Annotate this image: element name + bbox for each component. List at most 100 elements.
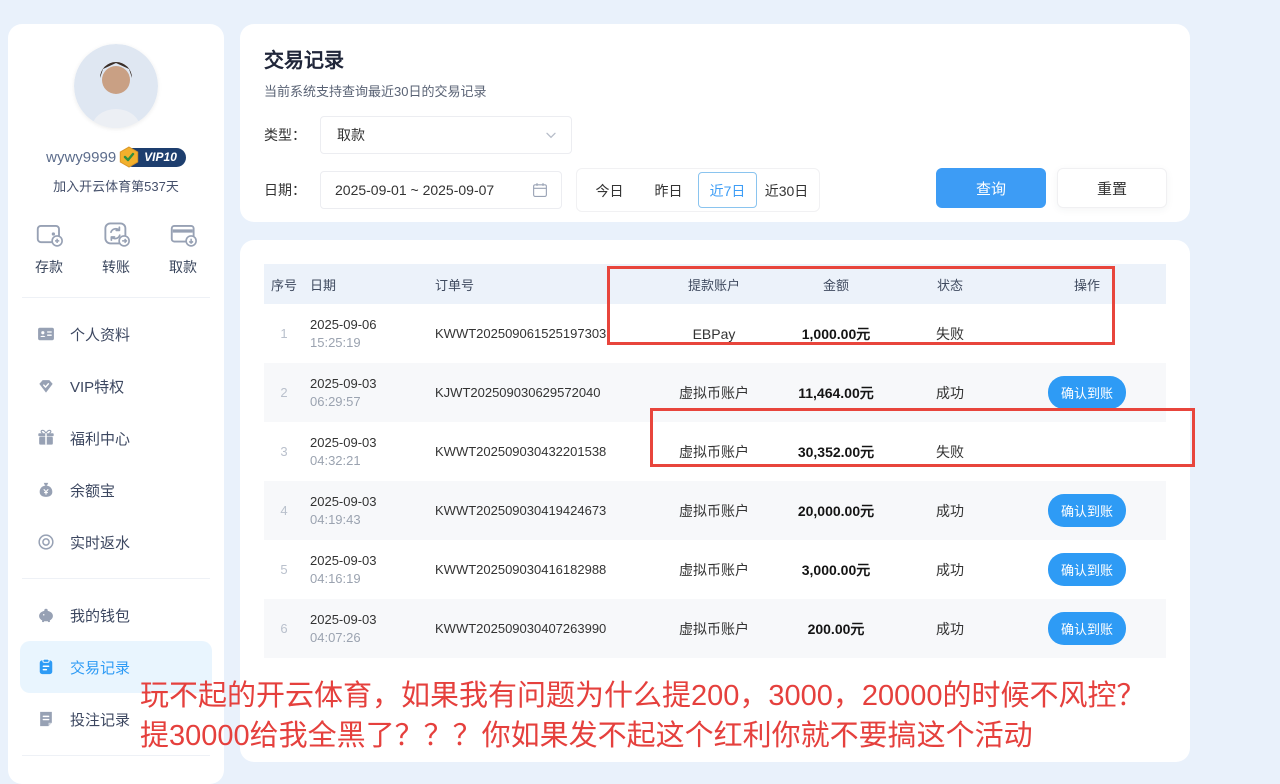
table-row: 3 2025-09-03 04:32:21 KWWT20250903043220… <box>264 422 1166 481</box>
col-header-date: 日期 <box>310 277 337 293</box>
quick-action-label: 转账 <box>102 259 130 275</box>
sidebar-item-vip[interactable]: VIP特权 <box>20 360 212 412</box>
sidebar-item-welfare[interactable]: 福利中心 <box>20 412 212 464</box>
row-date: 2025-09-03 04:07:26 <box>310 611 377 645</box>
row-account: 虚拟币账户 <box>679 384 749 401</box>
sidebar-item-label: 投注记录 <box>70 711 131 729</box>
sidebar-item-label: 我的钱包 <box>70 607 131 625</box>
profile-menu: 个人资料 VIP特权 福利中心 余额宝 <box>8 298 224 578</box>
table-header-row: 序号 日期 订单号 提款账户 金额 状态 操作 <box>264 264 1166 304</box>
sidebar-item-label: 个人资料 <box>70 326 131 344</box>
sidebar-item-transactions[interactable]: 交易记录 <box>20 641 212 693</box>
row-no: 2 <box>280 385 288 400</box>
sidebar-item-label: 实时返水 <box>70 534 131 552</box>
date-range-input[interactable]: 2025-09-01 ~ 2025-09-07 <box>320 171 562 209</box>
row-action: 确认到账 <box>1008 494 1166 527</box>
reset-button[interactable]: 重置 <box>1057 168 1167 208</box>
row-account: 虚拟币账户 <box>679 620 749 637</box>
row-account: 虚拟币账户 <box>679 561 749 578</box>
search-button[interactable]: 查询 <box>936 168 1046 208</box>
wallet-menu: 我的钱包 交易记录 投注记录 <box>8 579 224 755</box>
page-subtitle: 当前系统支持查询最近30日的交易记录 <box>264 84 487 99</box>
confirm-arrival-button[interactable]: 确认到账 <box>1047 612 1126 645</box>
col-header-status: 状态 <box>936 277 963 293</box>
chevron-down-icon <box>546 132 556 139</box>
row-no: 1 <box>280 326 288 341</box>
id-card-icon <box>38 327 54 341</box>
row-order-no: KWWT202509061525197303 <box>435 326 607 341</box>
row-order-no: KWWT202509030416182988 <box>435 562 607 577</box>
money-bag-icon <box>39 482 53 497</box>
row-no: 6 <box>280 621 288 636</box>
row-no: 3 <box>280 444 288 459</box>
row-amount: 1,000.00元 <box>801 325 871 342</box>
row-date: 2025-09-03 06:29:57 <box>310 375 377 409</box>
row-status: 失败 <box>936 443 964 460</box>
type-select[interactable]: 取款 <box>320 116 572 154</box>
row-order-no: KWWT202509030432201538 <box>435 444 607 459</box>
col-header-account: 提款账户 <box>687 277 740 293</box>
col-header-action: 操作 <box>1073 277 1100 293</box>
quick-date-yesterday[interactable]: 昨日 <box>654 183 683 199</box>
profile-section: wywy9999 VIP10 加入开云体育第537天 <box>8 24 224 195</box>
confirm-arrival-button[interactable]: 确认到账 <box>1047 494 1126 527</box>
row-amount: 30,352.00元 <box>797 443 875 460</box>
row-date: 2025-09-06 15:25:19 <box>310 316 377 350</box>
table-card: 序号 日期 订单号 提款账户 金额 状态 操作 1 2025-09-06 15:… <box>240 240 1190 762</box>
confirm-arrival-button[interactable]: 确认到账 <box>1047 376 1126 409</box>
vip-badge-label: VIP10 <box>144 150 177 164</box>
table-row: 4 2025-09-03 04:19:43 KWWT20250903041942… <box>264 481 1166 540</box>
row-no: 5 <box>280 562 288 577</box>
bet-note-icon <box>40 711 52 727</box>
quick-date-today[interactable]: 今日 <box>595 183 624 199</box>
quick-date-7days[interactable]: 近7日 <box>698 172 757 208</box>
quick-actions: 存款 转账 取款 <box>8 195 224 297</box>
sidebar-item-label: 余额宝 <box>70 482 116 500</box>
date-label: 日期： <box>264 182 306 198</box>
sidebar-divider <box>22 755 210 756</box>
type-select-value: 取款 <box>337 127 365 143</box>
row-date: 2025-09-03 04:32:21 <box>310 434 377 468</box>
quick-action-withdraw[interactable]: 取款 <box>168 219 198 277</box>
sidebar-item-rebate[interactable]: 实时返水 <box>20 516 212 568</box>
sidebar-item-my-wallet[interactable]: 我的钱包 <box>20 589 212 641</box>
page-title: 交易记录 <box>264 50 344 72</box>
filter-card: 交易记录 当前系统支持查询最近30日的交易记录 类型： 取款 日期： 2025-… <box>240 24 1190 222</box>
row-order-no: KWWT202509030419424673 <box>435 503 607 518</box>
vip-badge: VIP10 <box>119 145 186 168</box>
calendar-icon[interactable] <box>531 181 549 199</box>
sidebar-item-yuebao[interactable]: 余额宝 <box>20 464 212 516</box>
row-amount: 3,000.00元 <box>801 561 871 578</box>
quick-action-transfer[interactable]: 转账 <box>101 219 131 277</box>
rebate-ring-icon <box>38 534 54 550</box>
row-status: 成功 <box>936 384 964 401</box>
transactions-table: 序号 日期 订单号 提款账户 金额 状态 操作 1 2025-09-06 15:… <box>264 264 1166 658</box>
col-header-order: 订单号 <box>435 277 475 293</box>
row-account: EBPay <box>692 325 736 342</box>
row-order-no: KWWT202509030407263990 <box>435 621 607 636</box>
row-date: 2025-09-03 04:19:43 <box>310 493 377 527</box>
sidebar-item-label: 交易记录 <box>70 659 131 677</box>
quick-date-30days[interactable]: 近30日 <box>764 183 809 199</box>
transaction-clipboard-icon <box>39 658 53 675</box>
table-row: 2 2025-09-03 06:29:57 KJWT20250903062957… <box>264 363 1166 422</box>
quick-action-deposit[interactable]: 存款 <box>34 219 64 277</box>
sidebar-divider <box>22 297 210 298</box>
sidebar-item-profile[interactable]: 个人资料 <box>20 308 212 360</box>
row-amount: 20,000.00元 <box>797 502 875 519</box>
row-status: 成功 <box>936 620 964 637</box>
join-days-text: 加入开云体育第537天 <box>53 179 179 194</box>
sidebar-item-bets[interactable]: 投注记录 <box>20 693 212 745</box>
quick-action-label: 取款 <box>169 259 197 275</box>
username: wywy9999 <box>46 148 117 166</box>
deposit-wallet-icon <box>36 224 63 247</box>
row-order-no: KJWT202509030629572040 <box>435 385 601 400</box>
row-date: 2025-09-03 04:16:19 <box>310 552 377 586</box>
row-action: 确认到账 <box>1008 612 1166 645</box>
row-amount: 200.00元 <box>807 620 865 637</box>
type-label: 类型： <box>264 127 306 143</box>
confirm-arrival-button[interactable]: 确认到账 <box>1047 553 1126 586</box>
withdraw-card-icon <box>170 224 197 247</box>
gem-icon <box>39 380 53 393</box>
row-status: 成功 <box>936 561 964 578</box>
